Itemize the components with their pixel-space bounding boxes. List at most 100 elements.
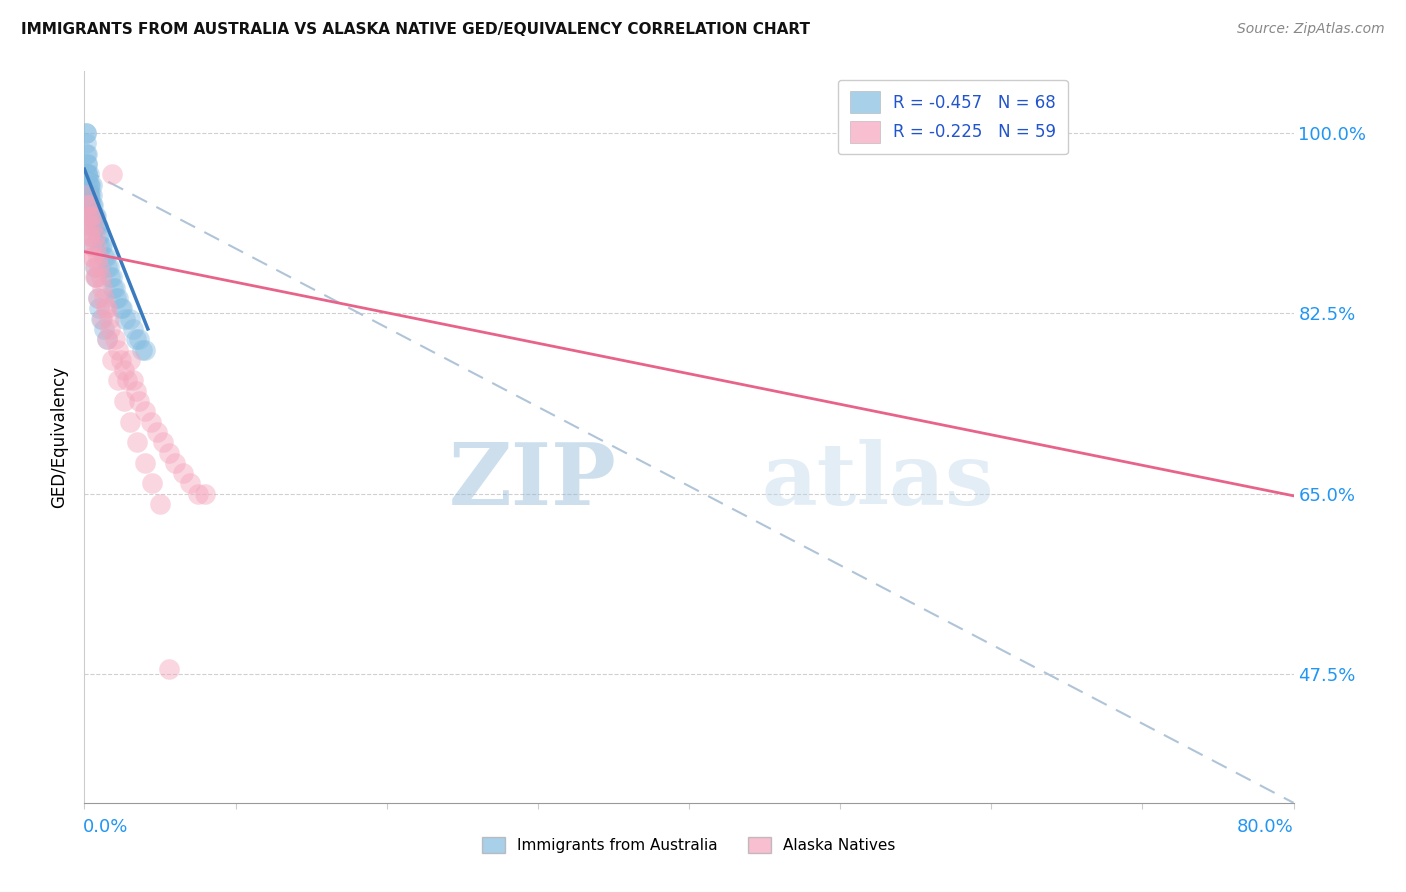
Point [187, 487, 209, 501]
Text: atlas: atlas [762, 439, 994, 523]
Point [80, 198, 103, 212]
Point [84, 270, 107, 285]
Point [100, 270, 122, 285]
Point [93, 322, 115, 336]
Point [118, 415, 141, 429]
Point [89, 229, 111, 244]
Point [179, 476, 201, 491]
Point [86, 209, 108, 223]
Point [75, 146, 97, 161]
Point [96, 332, 118, 346]
Point [87, 291, 110, 305]
Point [87, 219, 110, 233]
Point [165, 456, 187, 470]
Point [89, 260, 111, 274]
Point [131, 343, 153, 357]
Point [77, 188, 100, 202]
Point [77, 198, 100, 212]
Point [194, 487, 217, 501]
Point [107, 373, 129, 387]
Point [80, 188, 103, 202]
Point [80, 250, 103, 264]
Point [134, 343, 156, 357]
Point [96, 332, 118, 346]
Point [75, 126, 97, 140]
Point [107, 343, 129, 357]
Point [91, 281, 114, 295]
Point [87, 291, 110, 305]
Point [76, 157, 98, 171]
Point [76, 167, 98, 181]
Point [134, 456, 156, 470]
Point [80, 229, 103, 244]
Point [110, 352, 132, 367]
Legend: Immigrants from Australia, Alaska Natives: Immigrants from Australia, Alaska Native… [474, 830, 904, 861]
Point [139, 415, 162, 429]
Point [84, 219, 107, 233]
Point [84, 260, 107, 274]
Point [87, 229, 110, 244]
Point [84, 229, 107, 244]
Point [75, 126, 97, 140]
Point [118, 311, 141, 326]
Point [76, 198, 98, 212]
Text: ZIP: ZIP [449, 439, 616, 523]
Point [128, 332, 150, 346]
Point [84, 209, 107, 223]
Point [94, 301, 117, 316]
Point [128, 394, 150, 409]
Point [115, 373, 138, 387]
Point [104, 332, 127, 346]
Point [77, 178, 100, 192]
Point [77, 188, 100, 202]
Y-axis label: GED/Equivalency: GED/Equivalency [51, 366, 69, 508]
Point [79, 198, 101, 212]
Point [87, 250, 110, 264]
Point [86, 270, 108, 285]
Point [157, 662, 180, 676]
Point [91, 311, 114, 326]
Point [80, 239, 103, 253]
Point [84, 260, 107, 274]
Point [96, 301, 118, 316]
Point [82, 198, 104, 212]
Point [118, 352, 141, 367]
Point [112, 363, 135, 377]
Point [127, 435, 149, 450]
Point [86, 239, 108, 253]
Point [76, 167, 98, 181]
Point [125, 332, 148, 346]
Point [112, 394, 135, 409]
Point [76, 167, 98, 181]
Point [90, 239, 112, 253]
Point [157, 445, 180, 459]
Point [79, 178, 101, 192]
Point [82, 250, 104, 264]
Point [79, 209, 101, 223]
Text: 0.0%: 0.0% [83, 818, 128, 837]
Point [77, 229, 100, 244]
Point [134, 404, 156, 418]
Point [77, 178, 100, 192]
Point [77, 167, 100, 181]
Point [121, 373, 143, 387]
Point [98, 270, 121, 285]
Point [76, 178, 98, 192]
Point [76, 146, 98, 161]
Point [79, 209, 101, 223]
Point [149, 497, 172, 511]
Point [101, 281, 124, 295]
Point [98, 322, 121, 336]
Point [146, 425, 169, 439]
Point [80, 209, 103, 223]
Point [93, 291, 115, 305]
Point [76, 157, 98, 171]
Point [77, 219, 100, 233]
Point [105, 291, 128, 305]
Point [110, 301, 132, 316]
Point [141, 476, 163, 491]
Point [91, 239, 114, 253]
Point [100, 167, 122, 181]
Point [107, 291, 129, 305]
Point [82, 219, 104, 233]
